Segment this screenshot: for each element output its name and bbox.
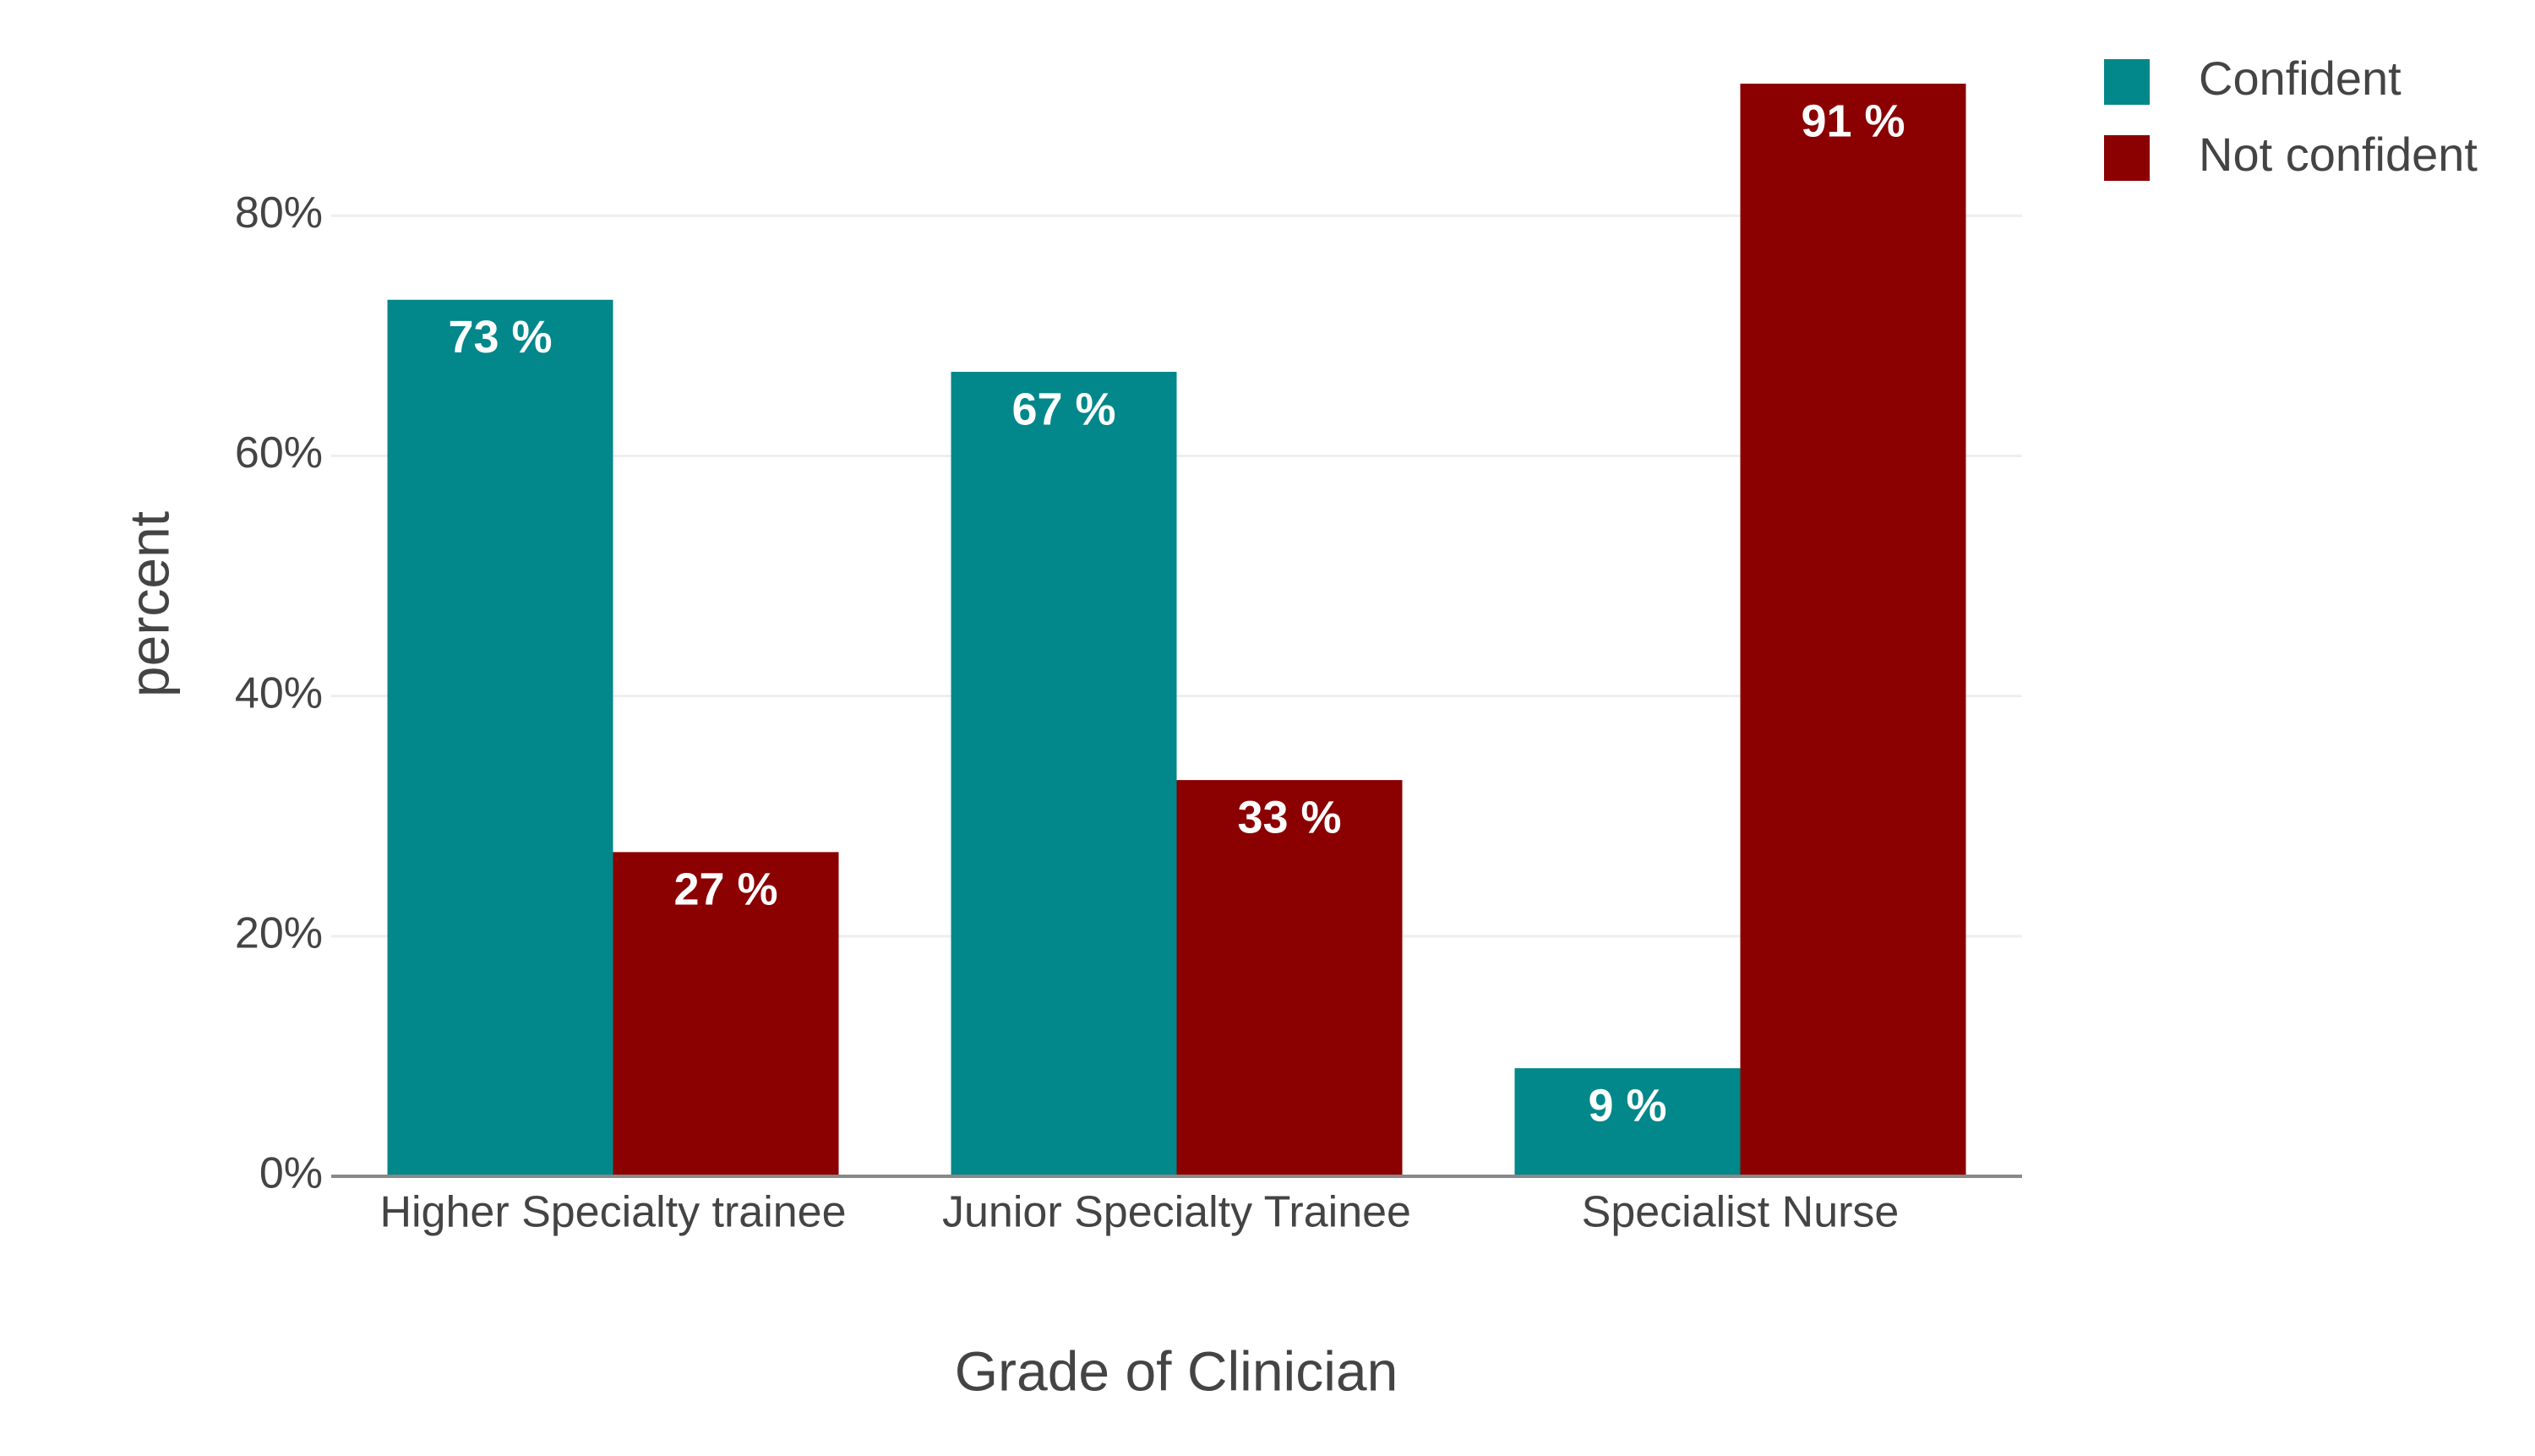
legend-swatch [2104,135,2150,181]
x-axis-title: Grade of Clinician [955,1339,1398,1402]
bar [613,852,839,1176]
value-label: 27 % [673,864,777,915]
value-label: 91 % [1801,95,1905,146]
legend-label: Not confident [2199,128,2478,181]
legend-swatch [2104,59,2150,105]
value-label: 67 % [1011,384,1115,434]
y-tick-label: 80% [235,188,323,237]
y-tick-label: 60% [235,428,323,477]
value-label: 73 % [448,312,552,363]
y-axis-title: percent [117,511,180,697]
y-tick-label: 0% [259,1149,323,1198]
bar [387,299,613,1176]
x-tick-label: Higher Specialty trainee [379,1188,846,1237]
legend-label: Confident [2199,52,2401,105]
value-label: 9 % [1588,1080,1666,1131]
bar [1740,84,1966,1176]
x-tick-label: Junior Specialty Trainee [942,1188,1411,1237]
y-tick-label: 20% [235,909,323,958]
bar [951,372,1177,1176]
bar [1514,1068,1741,1176]
x-tick-label: Specialist Nurse [1582,1188,1900,1237]
y-tick-label: 40% [235,668,323,717]
bar [1176,780,1403,1176]
value-label: 33 % [1237,792,1341,843]
